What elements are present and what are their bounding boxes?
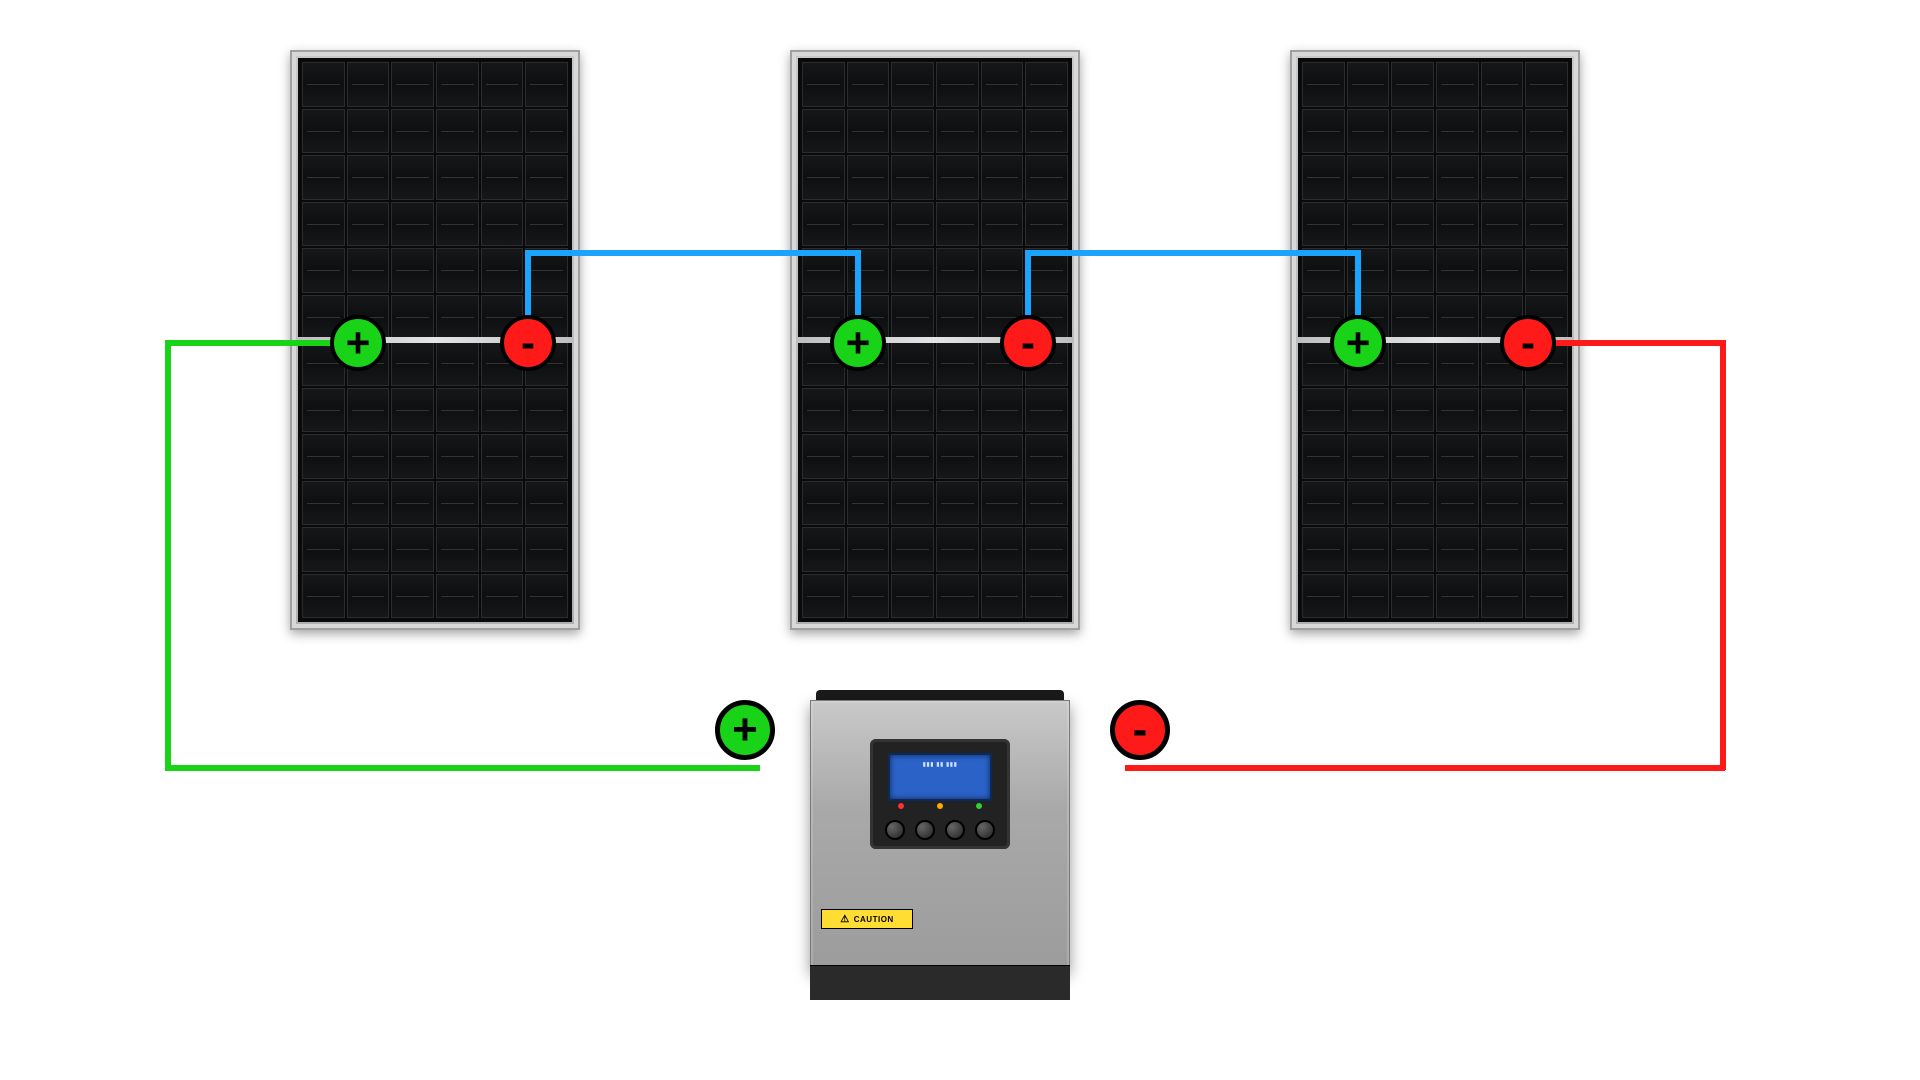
wire-neg-out-v xyxy=(1720,340,1726,770)
caution-label: CAUTION xyxy=(821,909,913,929)
wire-neg-out-h1 xyxy=(1550,340,1725,346)
wire-p1neg-to-p2pos-v2 xyxy=(855,250,861,320)
wire-pos-out-v xyxy=(165,340,171,770)
inverter-screen: ▮▮▮ ▮▮ ▮▮▮ xyxy=(888,753,992,801)
inverter-button xyxy=(975,820,995,840)
panel-1-terminal-negative: - xyxy=(500,315,556,371)
panel-3-terminal-positive: + xyxy=(1330,315,1386,371)
wire-neg-out-h2 xyxy=(1125,765,1725,771)
inverter-button xyxy=(915,820,935,840)
inverter-button xyxy=(885,820,905,840)
wire-p2neg-to-p3pos-h xyxy=(1025,250,1360,256)
inverter-terminal-negative: - xyxy=(1110,700,1170,760)
panel-1-terminal-positive: + xyxy=(330,315,386,371)
inverter-button xyxy=(945,820,965,840)
inverter-terminal-positive: + xyxy=(715,700,775,760)
status-led xyxy=(937,803,943,809)
wire-p1neg-to-p2pos-h xyxy=(525,250,860,256)
inverter: ▮▮▮ ▮▮ ▮▮▮ CAUTION xyxy=(810,690,1070,1000)
wire-pos-out-h2 xyxy=(165,765,760,771)
wire-p2neg-to-p3pos-v1 xyxy=(1025,250,1031,320)
inverter-control-panel: ▮▮▮ ▮▮ ▮▮▮ xyxy=(870,739,1010,849)
wiring-diagram: + - + - + - ▮▮▮ ▮▮ ▮▮▮ CAUTION + - xyxy=(0,0,1920,1080)
panel-2-terminal-negative: - xyxy=(1000,315,1056,371)
status-led xyxy=(898,803,904,809)
panel-2-terminal-positive: + xyxy=(830,315,886,371)
wire-p2neg-to-p3pos-v2 xyxy=(1355,250,1361,320)
status-led xyxy=(976,803,982,809)
panel-3-terminal-negative: - xyxy=(1500,315,1556,371)
wire-pos-out-h1 xyxy=(165,340,340,346)
wire-p1neg-to-p2pos-v1 xyxy=(525,250,531,320)
